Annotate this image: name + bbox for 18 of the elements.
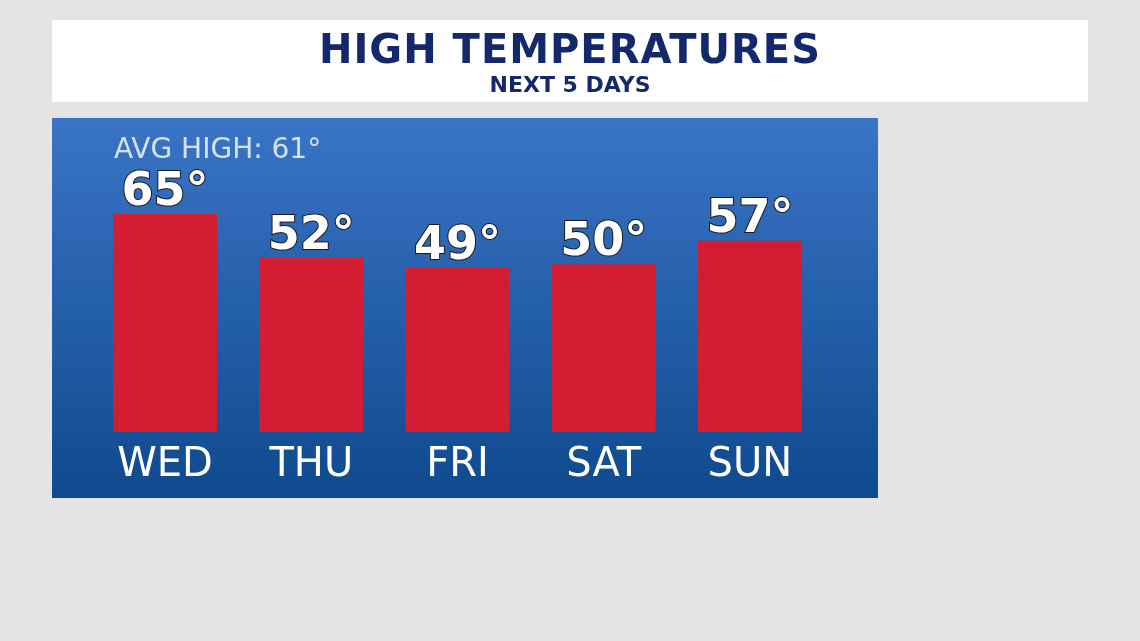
x-tick-label: WED	[117, 439, 213, 485]
x-tick-label: SAT	[566, 439, 642, 485]
data-label: 57°	[706, 188, 794, 243]
x-tick-label: FRI	[426, 439, 489, 485]
data-label: 65°	[121, 162, 209, 216]
bar	[551, 264, 656, 432]
x-tick-label: THU	[268, 439, 354, 485]
bar	[697, 240, 802, 432]
x-tick-label: SUN	[707, 439, 793, 485]
chart-subtitle: NEXT 5 DAYS	[488, 72, 652, 97]
data-label: 49°	[413, 215, 502, 270]
bar	[113, 214, 218, 432]
data-label: 50°	[560, 212, 648, 267]
bar	[259, 257, 364, 432]
chart-title: HIGH TEMPERATURES	[318, 26, 822, 72]
bar	[405, 267, 510, 432]
data-label: 52°	[267, 205, 355, 260]
text: AVG HIGH: 61°	[114, 131, 322, 165]
